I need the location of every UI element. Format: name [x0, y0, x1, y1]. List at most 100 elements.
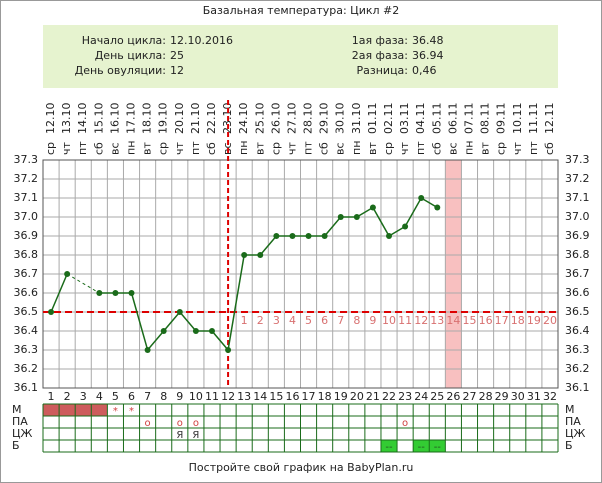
weekday-label: чт [173, 142, 186, 155]
weekday-label: пт [302, 141, 315, 155]
y-tick-label: 37.3 [14, 153, 39, 166]
day-number: 1 [48, 390, 55, 403]
temperature-point [192, 328, 199, 334]
y2-tick-label: 37.2 [565, 172, 590, 185]
day-number: 20 [350, 390, 364, 403]
weekday-label: ср [382, 142, 395, 155]
row-cell-text: o [145, 418, 151, 429]
post-ovulation-day: 2 [257, 314, 264, 327]
weekday-label: пн [237, 141, 250, 155]
post-ovulation-day: 8 [353, 314, 360, 327]
y-tick-label: 37.2 [14, 172, 39, 185]
row-cell-text: Я [176, 430, 183, 441]
footer: Постройте свой график на BabyPlan.ru [189, 461, 414, 474]
day-number: 27 [462, 390, 476, 403]
row-label: ЦЖ [12, 427, 33, 440]
y-tick-label: 36.9 [14, 229, 39, 242]
temperature-point [402, 223, 409, 230]
day-number: 31 [527, 390, 541, 403]
date-label: 21.10 [189, 103, 202, 135]
row-cell-text: -- [418, 442, 426, 453]
date-label: 25.10 [253, 103, 266, 135]
day-number: 14 [253, 390, 267, 403]
day-number: 18 [318, 390, 332, 403]
row-label-right: Б [565, 439, 573, 452]
date-label: 31.10 [350, 103, 363, 135]
weekday-label: пт [414, 141, 427, 155]
weekday-label: пт [527, 141, 540, 155]
info-value: 12 [170, 64, 184, 77]
date-label: 11.11 [527, 103, 540, 135]
row-cell-text: o [193, 418, 199, 429]
weekday-label: вс [334, 142, 347, 155]
weekday-label: чт [398, 142, 411, 155]
y2-tick-label: 37.3 [565, 153, 590, 166]
day-number: 23 [398, 390, 412, 403]
info-label: 2ая фаза: [352, 49, 408, 62]
day-number: 32 [543, 390, 557, 403]
row-cell-fill [59, 404, 76, 416]
y2-tick-label: 36.4 [565, 324, 590, 337]
y-tick-label: 36.7 [14, 267, 39, 280]
plot-border [42, 159, 559, 389]
weekday-label: пт [189, 141, 202, 155]
day-number: 15 [269, 390, 283, 403]
date-label: 24.10 [237, 103, 250, 135]
date-label: 12.10 [44, 103, 57, 135]
weekday-label: сб [92, 142, 105, 155]
day-number: 19 [334, 390, 348, 403]
day-number: 2 [64, 390, 71, 403]
row-cell-text: o [177, 418, 183, 429]
date-label: 26.10 [269, 103, 282, 135]
temperature-point [257, 252, 264, 258]
day-number: 4 [96, 390, 103, 403]
row-label-right: ЦЖ [565, 427, 586, 440]
date-label: 08.11 [479, 103, 492, 135]
date-label: 19.10 [157, 103, 170, 135]
weekday-label: вт [253, 142, 266, 155]
gap-connector [66, 273, 100, 294]
date-label: 30.10 [334, 103, 347, 135]
row-cell-text: o [402, 418, 408, 429]
row-cell-text: -- [434, 442, 442, 453]
row-cell-text: -- [385, 442, 393, 453]
info-label: Начало цикла: [82, 34, 166, 47]
day-number: 25 [430, 390, 444, 403]
post-ovulation-day: 18 [511, 314, 525, 327]
y-tick-label: 36.1 [14, 381, 39, 394]
temperature-point [241, 252, 248, 258]
day-number: 7 [144, 390, 151, 403]
date-label: 03.11 [398, 103, 411, 135]
post-ovulation-day: 6 [321, 314, 328, 327]
weekday-label: ср [495, 142, 508, 155]
date-label: 15.10 [92, 103, 105, 135]
day-number: 16 [285, 390, 299, 403]
post-ovulation-day: 4 [289, 314, 296, 327]
weekday-label: ср [157, 142, 170, 155]
temperature-point [128, 290, 135, 296]
temperature-line [50, 196, 438, 352]
date-label: 17.10 [125, 103, 138, 135]
date-label: 16.10 [108, 103, 121, 135]
post-ovulation-day: 1 [241, 314, 248, 327]
row-cell-fill [75, 404, 92, 416]
date-label: 04.11 [414, 103, 427, 135]
day-number: 10 [189, 390, 203, 403]
info-label: Разница: [357, 64, 409, 77]
weekday-label: вс [108, 142, 121, 155]
temperature-point [273, 233, 280, 239]
temperature-point [144, 347, 151, 353]
post-ovulation-day: 12 [414, 314, 428, 327]
day-number: 11 [205, 390, 219, 403]
temperature-point [305, 233, 312, 239]
row-label: ПА [12, 415, 28, 428]
date-label: 20.10 [173, 103, 186, 135]
weekday-label: ср [44, 142, 57, 155]
post-ovulation-day: 15 [462, 314, 476, 327]
weekday-label: пн [125, 141, 138, 155]
day-number: 22 [382, 390, 396, 403]
y2-tick-label: 36.1 [565, 381, 590, 394]
post-ovulation-day: 17 [495, 314, 509, 327]
y2-tick-label: 36.9 [565, 229, 590, 242]
